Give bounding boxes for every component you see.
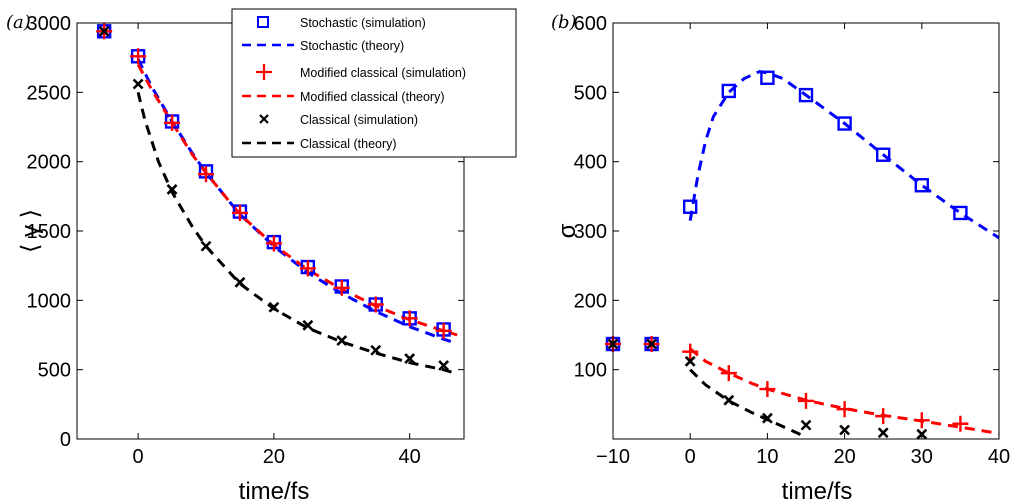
y-tick-label: 400 <box>574 152 607 174</box>
data-point-modified-classical-simulation-b <box>913 412 930 429</box>
legend: Stochastic (simulation) Stochastic (theo… <box>231 8 517 158</box>
y-tick-label: 3000 <box>27 13 72 35</box>
data-point-classical-simulation-a <box>268 301 280 313</box>
y-tick-label: 2500 <box>27 82 72 104</box>
x-tick-label: 20 <box>263 446 285 468</box>
data-point-modified-classical-simulation-b <box>759 381 776 398</box>
data-point-classical-simulation-a <box>234 276 246 288</box>
data-point-modified-classical-simulation-a <box>401 310 418 327</box>
x-axis-label-a: time/fs <box>239 478 310 502</box>
data-point-classical-simulation-b <box>684 355 696 367</box>
data-point-classical-simulation-b <box>800 419 812 431</box>
y-tick-label: 600 <box>574 13 607 35</box>
legend-entry-classical-simulation: Classical (simulation) <box>300 113 418 127</box>
series-line-classical-theory-a <box>136 91 458 376</box>
data-point-modified-classical-simulation-b <box>875 408 892 425</box>
y-tick-label: 100 <box>574 360 607 382</box>
panel-b-label: (b) <box>551 12 577 33</box>
data-point-classical-simulation-b <box>916 428 928 440</box>
data-point-modified-classical-simulation-a <box>333 279 350 296</box>
data-point-classical-simulation-a <box>132 78 144 90</box>
y-tick-label: 0 <box>60 429 71 451</box>
data-point-modified-classical-simulation-b <box>952 415 969 432</box>
x-tick-label: 40 <box>399 446 421 468</box>
legend-entry-stochastic-theory: Stochastic (theory) <box>300 39 404 53</box>
data-point-classical-simulation-a <box>302 319 314 331</box>
data-point-classical-simulation-a <box>336 335 348 346</box>
legend-marker-square <box>257 16 269 28</box>
y-axis-label-a: ⟨ γ ⟩ <box>17 209 44 253</box>
data-point-modified-classical-simulation-a <box>435 322 452 339</box>
data-point-classical-simulation-b <box>877 427 889 439</box>
data-point-classical-simulation-a <box>370 344 382 356</box>
data-point-classical-simulation-a <box>98 25 110 37</box>
data-point-modified-classical-simulation-b <box>720 365 737 382</box>
chart-panel-b: (b) σ time/fs −10 0 10 20 30 40 100 200 300 400 50… <box>551 12 1010 502</box>
data-point-modified-classical-simulation-a <box>164 114 181 131</box>
legend-marker-x <box>259 114 269 124</box>
y-tick-label: 300 <box>574 221 607 243</box>
data-point-modified-classical-simulation-b <box>836 401 853 418</box>
legend-entry-modified-simulation: Modified classical (simulation) <box>300 66 466 80</box>
x-tick-label: 40 <box>988 446 1010 468</box>
data-point-stochastic-simulation-b <box>798 87 814 103</box>
series-line-classical-theory-b <box>689 368 807 439</box>
data-point-classical-simulation-b <box>646 338 658 350</box>
data-point-stochastic-simulation-b <box>953 205 968 221</box>
y-axis-label-b: σ <box>554 223 581 238</box>
x-tick-label: 20 <box>833 446 855 468</box>
plot-area-b: −10 0 10 20 30 40 100 200 300 400 500 600 <box>574 13 1011 468</box>
series-line-stochastic-theory-b <box>688 69 1000 240</box>
legend-marker-plus <box>256 64 272 80</box>
y-tick-label: 200 <box>574 290 607 312</box>
legend-entry-classical-theory: Classical (theory) <box>300 137 397 151</box>
y-tick-label: 500 <box>574 82 607 104</box>
data-point-modified-classical-simulation-a <box>198 166 214 183</box>
legend-box <box>231 8 517 158</box>
data-point-classical-simulation-a <box>438 360 450 371</box>
x-tick-label: 30 <box>911 446 933 468</box>
chart-panel-a: (a) ⟨ γ ⟩ time/fs 0 20 40 0 500 1000 1500 2000 2… <box>6 8 517 502</box>
legend-entry-stochastic-simulation: Stochastic (simulation) <box>300 16 426 30</box>
y-tick-label: 500 <box>38 360 71 382</box>
x-tick-label: 10 <box>756 446 778 468</box>
data-point-classical-simulation-a <box>166 183 178 195</box>
data-point-modified-classical-simulation-a <box>299 260 316 277</box>
data-point-stochastic-simulation-b <box>914 178 929 193</box>
data-point-modified-classical-simulation-a <box>367 296 384 313</box>
data-point-stochastic-simulation-b <box>760 70 775 85</box>
data-point-stochastic-simulation-b <box>683 199 698 214</box>
data-point-modified-classical-simulation-a <box>231 204 248 221</box>
x-tick-label: 0 <box>133 446 144 468</box>
data-point-classical-simulation-b <box>723 394 735 406</box>
data-point-modified-classical-simulation-a <box>130 48 147 65</box>
legend-entry-modified-theory: Modified classical (theory) <box>300 90 445 104</box>
data-point-modified-classical-simulation-b <box>798 392 814 409</box>
plot-area-a: 0 20 40 0 500 1000 1500 2000 2500 3000 <box>27 13 464 468</box>
data-point-modified-classical-simulation-b <box>682 343 699 360</box>
y-tick-label: 1000 <box>27 290 72 312</box>
data-point-stochastic-simulation-b <box>721 83 736 99</box>
data-point-stochastic-simulation-b <box>837 116 852 131</box>
data-point-classical-simulation-a <box>404 353 416 364</box>
panel-a-label: (a) <box>6 12 31 33</box>
y-tick-label: 1500 <box>27 221 72 243</box>
data-point-modified-classical-simulation-a <box>265 235 282 252</box>
data-point-classical-simulation-a <box>200 240 212 252</box>
data-point-stochastic-simulation-b <box>876 147 891 162</box>
x-tick-label: −10 <box>596 446 630 468</box>
data-point-classical-simulation-b <box>839 424 851 436</box>
series-line-modified-classical-theory-b <box>689 347 1000 435</box>
x-axis-label-b: time/fs <box>782 478 853 502</box>
y-tick-label: 2000 <box>27 152 72 174</box>
data-point-classical-simulation-b <box>761 412 773 424</box>
axes-frame-b <box>612 22 1000 440</box>
x-tick-label: 0 <box>685 446 696 468</box>
